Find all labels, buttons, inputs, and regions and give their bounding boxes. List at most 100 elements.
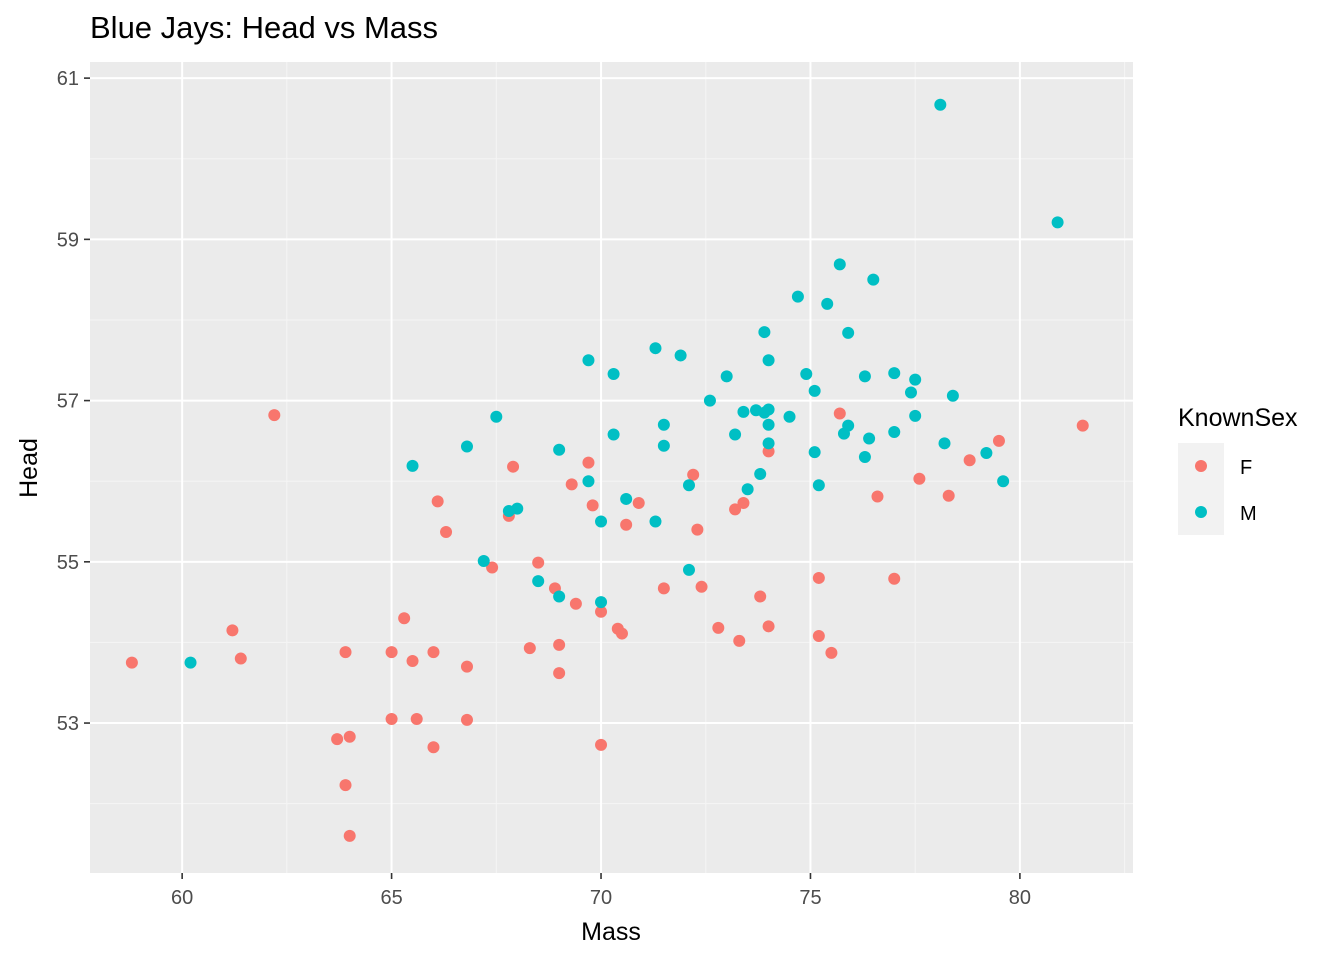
point-f bbox=[339, 646, 352, 659]
point-m bbox=[620, 492, 633, 505]
point-f bbox=[913, 472, 926, 485]
point-m bbox=[762, 437, 775, 450]
point-m bbox=[460, 440, 473, 453]
y-tick-label: 59 bbox=[57, 229, 79, 251]
point-f bbox=[762, 620, 775, 633]
legend-label-f: F bbox=[1240, 457, 1252, 479]
point-f bbox=[615, 627, 628, 640]
point-m bbox=[833, 258, 846, 271]
point-m bbox=[682, 479, 695, 492]
x-tick-label: 80 bbox=[1009, 887, 1031, 909]
point-f bbox=[729, 503, 742, 516]
point-f bbox=[620, 518, 633, 531]
point-m bbox=[904, 386, 917, 399]
point-f bbox=[963, 454, 976, 467]
point-f bbox=[523, 642, 536, 655]
point-f bbox=[569, 597, 582, 610]
point-f bbox=[553, 638, 566, 651]
point-f bbox=[507, 460, 520, 473]
point-f bbox=[754, 590, 767, 603]
x-tick-label: 70 bbox=[590, 887, 612, 909]
point-m bbox=[762, 403, 775, 416]
point-f bbox=[427, 646, 440, 659]
point-m bbox=[821, 297, 834, 310]
point-f bbox=[339, 779, 352, 792]
point-m bbox=[758, 326, 771, 339]
axis-ticks bbox=[84, 77, 1021, 879]
point-m bbox=[997, 475, 1010, 488]
point-m bbox=[582, 354, 595, 367]
point-m bbox=[657, 418, 670, 431]
point-f bbox=[737, 496, 750, 509]
y-tick-label: 53 bbox=[57, 713, 79, 735]
point-f bbox=[343, 730, 356, 743]
point-m bbox=[720, 370, 733, 383]
legend-key-m bbox=[1195, 506, 1207, 518]
point-m bbox=[808, 384, 821, 397]
point-m bbox=[858, 451, 871, 464]
point-m bbox=[783, 410, 796, 423]
point-f bbox=[632, 496, 645, 509]
point-f bbox=[234, 652, 247, 665]
point-m bbox=[729, 428, 742, 441]
point-f bbox=[595, 738, 608, 751]
point-f bbox=[833, 407, 846, 420]
point-f bbox=[565, 478, 578, 491]
point-f bbox=[331, 733, 344, 746]
point-m bbox=[649, 515, 662, 528]
point-m bbox=[1051, 216, 1064, 229]
point-f bbox=[1076, 419, 1089, 432]
point-f bbox=[427, 741, 440, 754]
x-tick-label: 60 bbox=[171, 887, 193, 909]
point-f bbox=[657, 582, 670, 595]
point-m bbox=[762, 354, 775, 367]
point-m bbox=[934, 98, 947, 111]
point-m bbox=[607, 367, 620, 380]
point-f bbox=[385, 646, 398, 659]
legend-title: KnownSex bbox=[1178, 404, 1298, 432]
point-f bbox=[440, 525, 453, 538]
point-m bbox=[490, 410, 503, 423]
point-f bbox=[586, 499, 599, 512]
y-tick-labels: 53 55 57 59 61 bbox=[57, 68, 79, 735]
point-f bbox=[825, 646, 838, 659]
point-m bbox=[791, 290, 804, 303]
legend: KnownSex F M bbox=[1178, 404, 1298, 535]
point-m bbox=[909, 373, 922, 386]
point-f bbox=[942, 489, 955, 502]
point-m bbox=[511, 502, 524, 515]
point-m bbox=[800, 367, 813, 380]
point-m bbox=[406, 459, 419, 472]
point-f bbox=[595, 605, 608, 618]
point-f bbox=[691, 523, 704, 536]
point-m bbox=[858, 370, 871, 383]
point-f bbox=[460, 660, 473, 673]
point-m bbox=[888, 426, 901, 439]
chart-title: Blue Jays: Head vs Mass bbox=[90, 10, 439, 45]
point-f bbox=[125, 656, 138, 669]
point-f bbox=[532, 556, 545, 569]
point-m bbox=[657, 439, 670, 452]
point-m bbox=[607, 428, 620, 441]
point-m bbox=[909, 409, 922, 422]
point-m bbox=[532, 575, 545, 588]
major-gridlines bbox=[90, 62, 1133, 873]
point-f bbox=[582, 456, 595, 469]
point-m bbox=[863, 432, 876, 445]
point-m bbox=[477, 555, 490, 568]
point-f bbox=[268, 409, 281, 422]
point-f bbox=[687, 468, 700, 481]
point-f bbox=[343, 829, 356, 842]
point-f bbox=[871, 490, 884, 503]
legend-key-f bbox=[1195, 460, 1207, 472]
y-tick-label: 61 bbox=[57, 68, 79, 90]
point-f bbox=[812, 571, 825, 584]
plot-panel bbox=[90, 62, 1133, 873]
point-m bbox=[980, 446, 993, 459]
point-m bbox=[184, 656, 197, 669]
point-m bbox=[754, 467, 767, 480]
point-m bbox=[842, 419, 855, 432]
x-tick-labels: 60 65 70 75 80 bbox=[171, 887, 1031, 909]
point-f bbox=[888, 572, 901, 585]
